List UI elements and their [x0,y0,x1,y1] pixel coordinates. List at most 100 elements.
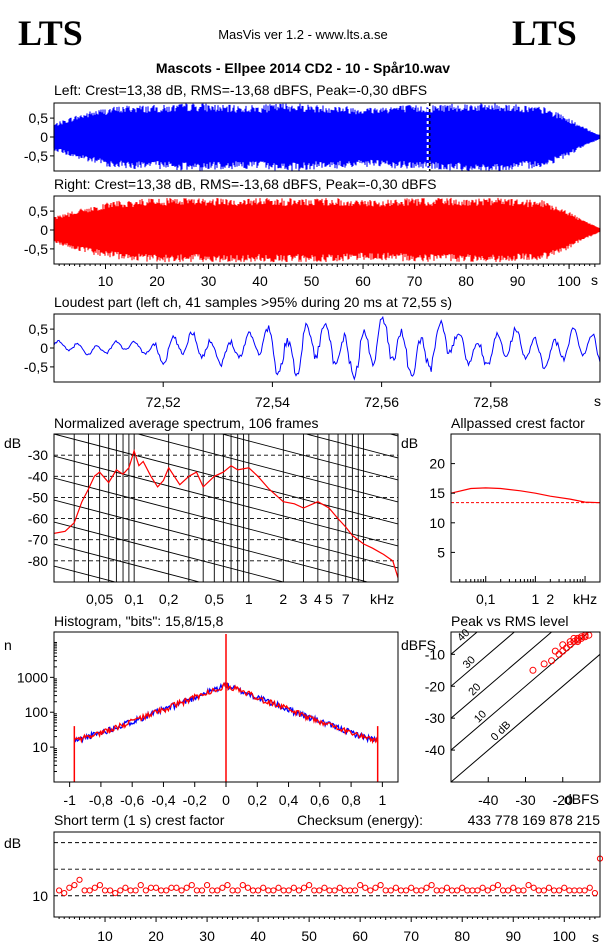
spectrum-xtick-label: 7 [342,591,350,607]
allpassed-ytick-label: 10 [429,515,445,531]
short-term-point [535,887,542,894]
peak-rms-point [574,634,582,642]
short-term-point [566,887,573,894]
histogram-xtick-label: 1 [378,792,386,808]
spectrum-ylabel: dB [4,435,21,451]
logo-right: LTS [512,13,577,53]
histogram-xtick-label: -0,8 [89,792,113,808]
short-term-point [91,884,98,891]
short-term-point [362,884,369,891]
allpassed-ylabel: dB [401,435,418,451]
waveform-xtick-label: 20 [149,273,165,289]
short-term-point [56,887,63,894]
short-term-point [550,887,558,894]
spectrum-grid [54,324,398,582]
short-term-point [433,887,440,894]
short-term-point [402,887,410,894]
peak-rms-xtick-label: -40 [478,792,498,808]
short-term-xtick-label: 90 [505,928,521,944]
short-term-point [311,887,318,894]
spectrum-curve [54,448,398,578]
short-term-point [234,887,241,894]
waveform-xtick-label: 40 [252,273,268,289]
short-term-point [71,882,78,889]
right-waveform-signal [53,197,601,263]
spectrum-slope-line [54,521,286,582]
histogram-xtick-label: 0,2 [248,792,268,808]
histogram-ylabel: n [4,637,12,653]
short-term-point [484,887,491,894]
short-term-point [591,889,598,897]
allpassed-xtick-label: 1 [531,591,539,607]
left-waveform-ytick-label: 0 [40,129,48,145]
short-term-point [132,887,139,894]
short-term-point [66,884,73,891]
loudest-xtick-label: 72,54 [255,394,290,410]
loudest-xtick-label: 72,52 [146,394,181,410]
short-term-point [285,887,292,894]
loudest-ytick-label: 0,5 [29,321,49,337]
short-term-point [321,884,328,891]
short-term-point [397,887,405,894]
spectrum-slope-line [54,455,398,547]
short-term-point [525,882,532,889]
spectrum-slope-line [54,324,398,414]
right-waveform-ytick-label: 0,5 [29,203,49,219]
checksum-label: Checksum (energy): [297,812,423,828]
short-term-point [260,884,267,891]
spectrum-ytick-label: -30 [28,447,48,463]
short-term-point [280,887,287,894]
waveform-xtick-label: 80 [458,273,474,289]
short-term-point [147,884,155,891]
short-term-point [122,884,129,891]
short-term-point [265,887,272,894]
spectrum-ytick-label: -80 [28,553,48,569]
short-term-point [96,882,104,889]
short-term-point [178,887,185,894]
short-term-point [76,876,83,883]
file-title: Mascots - Ellpee 2014 CD2 - 10 - Spår10.… [156,60,450,76]
short-term-point [474,887,481,894]
short-term-point [152,884,160,891]
peak-rms-point [529,666,537,674]
spectrum-xtick-label: 1 [245,591,253,607]
short-term-point [117,887,124,894]
loudest-part-title: Loudest part (left ch, 41 samples >95% d… [54,294,452,310]
peak-rms-xunit: dBFS [564,791,599,807]
short-term-point [158,887,165,894]
spectrum-xtick-label: 0,05 [86,591,113,607]
short-term-point [571,887,578,894]
spectrum-slope-line [54,543,202,582]
short-term-point [479,884,486,891]
loudest-ytick-label: 0 [40,340,48,356]
short-term-point [520,887,527,894]
allpassed-xtick-label: 2 [546,591,554,607]
short-term-crest-title: Short term (1 s) crest factor [54,812,225,828]
spectrum-slope-line [54,434,398,525]
short-term-point [214,887,221,894]
short-term-xunit: s [592,929,599,945]
peak-rms-ylabel: dBFS [401,637,436,653]
peak-rms-point [577,633,585,641]
short-term-point [168,884,175,891]
loudest-xunit: s [594,393,601,409]
short-term-xtick-label: 100 [553,928,577,944]
spectrum-xtick-label: 0,2 [159,591,179,607]
spectrum-xtick-label: 4 [314,591,322,607]
short-term-point [418,887,425,894]
peak-rms-point [559,641,567,649]
histogram-xtick-label: 0,4 [279,792,299,808]
short-term-point [408,884,415,891]
short-term-point [209,887,216,894]
allpassed-frame [450,433,601,583]
short-term-xtick-label: 70 [403,928,419,944]
waveform-xtick-label: 60 [355,273,371,289]
short-term-point [443,884,451,891]
short-term-point [413,887,420,894]
waveform-xtick-label: 10 [98,273,114,289]
peak-rms-diagonal-label: 40 [455,627,472,644]
loudest-frame [53,313,601,383]
short-term-point [61,889,68,897]
short-term-point [448,887,456,894]
short-term-point [306,882,313,889]
